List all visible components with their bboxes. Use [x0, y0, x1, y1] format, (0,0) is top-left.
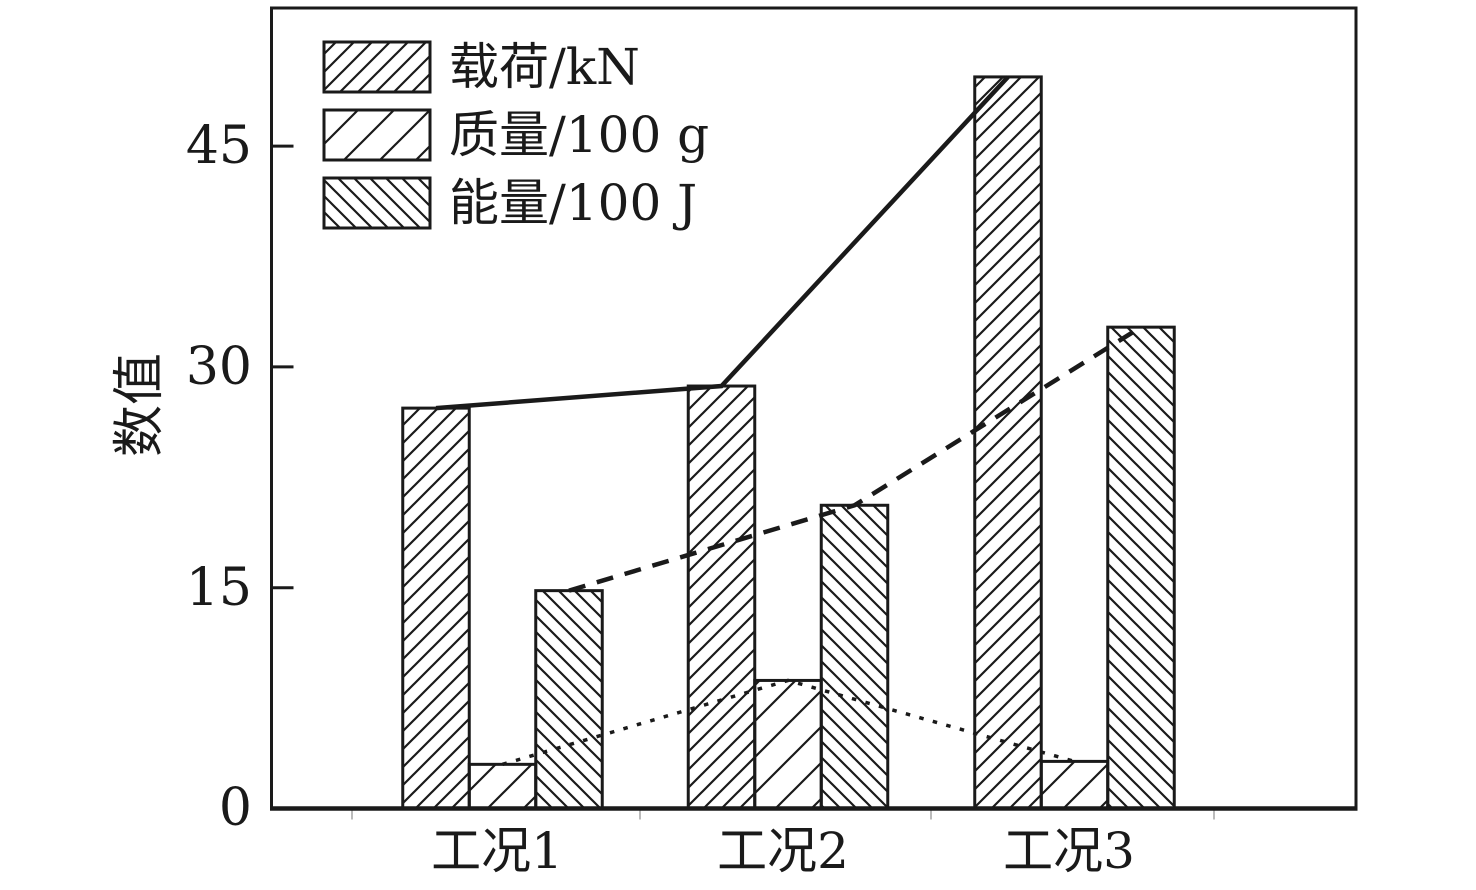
legend-label-load: 载荷/kN: [449, 38, 640, 96]
legend-swatch-0: [322, 40, 432, 94]
bar-1-0: [467, 762, 538, 811]
series-line-dotted: [502, 678, 1075, 767]
legend-swatch-2: [322, 176, 432, 230]
series-line-dashed: [568, 325, 1143, 593]
legend-label-mass: 质量/100 g: [449, 106, 710, 164]
bar-2-2: [1106, 325, 1176, 810]
bar-0-2: [973, 75, 1043, 810]
y-axis-title: 数值: [110, 353, 170, 458]
y-tick-label-45: 45: [185, 116, 252, 176]
x-tick-label-gk2: 工况2: [717, 822, 849, 880]
bar-0-1: [686, 384, 757, 810]
bar-2-0: [534, 589, 604, 810]
bar-1-1: [753, 678, 823, 810]
y-tick-label-15: 15: [185, 558, 252, 618]
x-tick-label-gk3: 工况3: [1003, 822, 1135, 880]
bar-0-0: [401, 406, 471, 810]
y-tick-label-0: 0: [218, 778, 252, 838]
bar-1-2: [1039, 759, 1110, 810]
legend-label-energy: 能量/100 J: [449, 174, 698, 232]
y-tick-label-30: 30: [185, 337, 252, 397]
bar-2-1: [819, 503, 890, 810]
x-tick-label-gk1: 工况1: [431, 822, 563, 880]
legend-swatch-1: [322, 108, 432, 162]
series-line-solid: [435, 75, 1010, 411]
